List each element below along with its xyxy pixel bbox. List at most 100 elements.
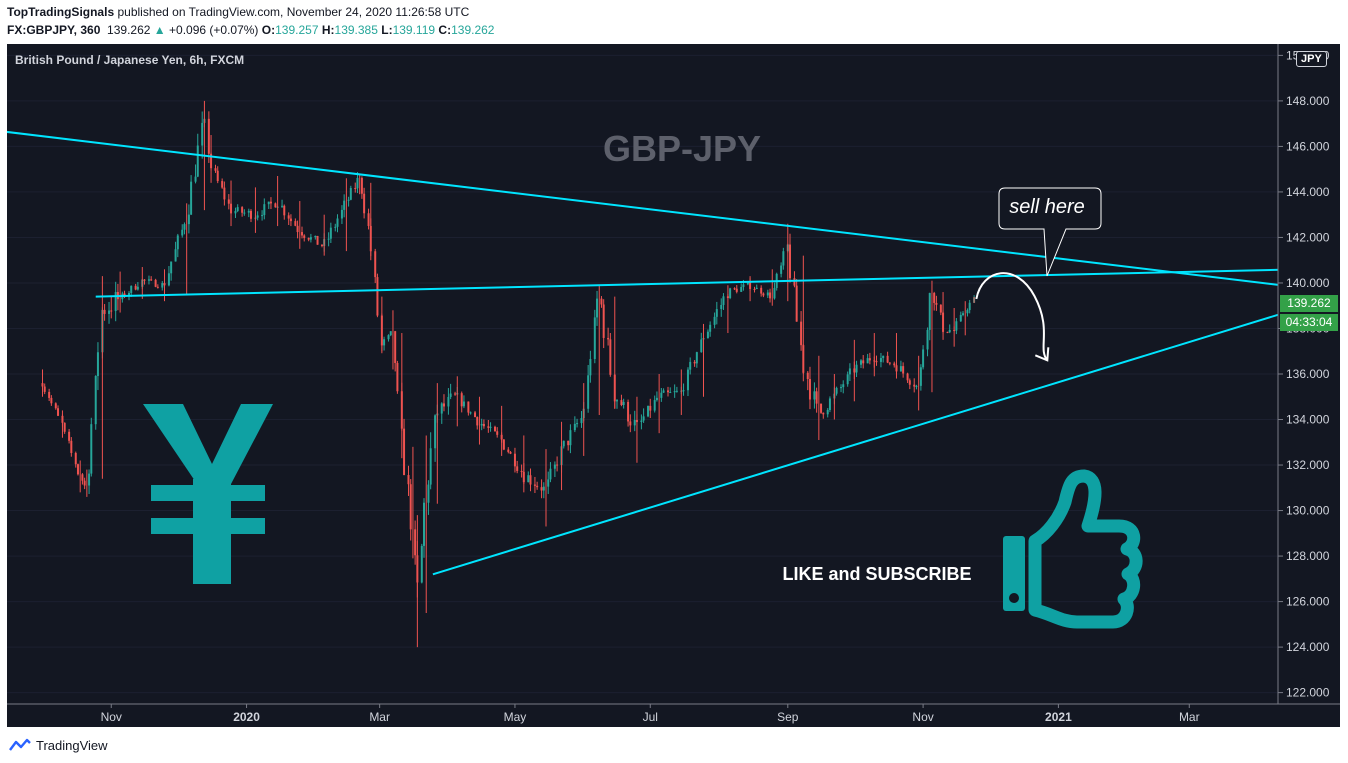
- candle-body: [753, 288, 756, 290]
- candle-body: [409, 484, 412, 530]
- candle-body: [686, 369, 689, 391]
- candle-body: [269, 201, 272, 204]
- like-subscribe-text: LIKE and SUBSCRIBE: [782, 564, 972, 584]
- candle-body: [780, 265, 783, 274]
- currency-badge[interactable]: JPY: [1296, 51, 1327, 67]
- candle-body: [68, 431, 71, 441]
- candle-body: [593, 317, 596, 359]
- publication-line: TopTradingSignals published on TradingVi…: [7, 5, 469, 19]
- x-tick-label: Mar: [369, 710, 390, 724]
- candle-body: [667, 390, 670, 393]
- x-tick-label: May: [504, 710, 527, 724]
- candle-body: [720, 304, 723, 310]
- candle-body: [340, 209, 343, 219]
- candle-body: [487, 426, 490, 428]
- candle-body: [928, 293, 931, 330]
- candle-body: [596, 298, 599, 318]
- candle-body: [966, 310, 969, 314]
- projection-arrow: [975, 272, 1050, 362]
- candle-body: [261, 215, 264, 217]
- candle-body: [154, 279, 157, 287]
- candle-body: [553, 464, 556, 469]
- candle-body: [241, 207, 244, 213]
- candle-body: [176, 235, 179, 250]
- candle-body: [513, 453, 516, 467]
- candle-body: [96, 352, 99, 377]
- candle-body: [746, 282, 749, 285]
- candle-body: [336, 218, 339, 227]
- candle-body: [394, 331, 397, 363]
- candle-body: [580, 418, 583, 424]
- candle-body: [536, 485, 539, 488]
- candle-body: [939, 304, 942, 313]
- candle-body: [480, 423, 483, 426]
- candle-body: [733, 288, 736, 290]
- candle-body: [201, 122, 204, 146]
- candle-body: [347, 199, 350, 201]
- candle-body: [303, 235, 306, 238]
- candle-body: [722, 296, 725, 305]
- candle-body: [267, 201, 270, 205]
- publish-info: published on TradingView.com, November 2…: [117, 5, 470, 19]
- candle-body: [360, 177, 363, 194]
- candle-body: [762, 293, 765, 296]
- candle-body: [207, 118, 210, 154]
- candle-body: [243, 212, 246, 214]
- candle-body: [156, 286, 159, 288]
- candle-body: [806, 372, 809, 380]
- candle-body: [334, 226, 337, 228]
- candle-body: [309, 237, 312, 240]
- price-chart[interactable]: 122.000 124.000 126.000 128.000 130.000 132.0…: [7, 44, 1340, 727]
- candle-body: [216, 170, 219, 182]
- candle-body: [48, 391, 51, 398]
- candle-body: [429, 448, 432, 485]
- candle-body: [735, 288, 738, 292]
- candle-body: [689, 361, 692, 370]
- y-tick-label: 122.000: [1286, 686, 1330, 700]
- tradingview-logo[interactable]: TradingView: [8, 737, 108, 753]
- candle-body: [828, 398, 831, 410]
- candle-body: [562, 440, 565, 447]
- y-tick-label: 132.000: [1286, 458, 1330, 472]
- candle-body: [354, 188, 357, 190]
- last-price: 139.262: [107, 23, 151, 37]
- candle-body: [755, 287, 758, 290]
- y-tick-label: 134.000: [1286, 413, 1330, 427]
- y-tick-label: 130.000: [1286, 504, 1330, 518]
- open-value: 139.257: [275, 23, 319, 37]
- candle-body: [633, 420, 636, 426]
- y-tick-label: 136.000: [1286, 367, 1330, 381]
- publisher-name[interactable]: TopTradingSignals: [7, 5, 115, 19]
- candle-body: [174, 249, 177, 262]
- candlestick-series: [41, 100, 976, 648]
- last-price-tag: 139.262: [1280, 295, 1338, 312]
- candle-body: [840, 387, 843, 389]
- candle-body: [527, 475, 530, 483]
- candle-body: [103, 309, 106, 314]
- candle-body: [427, 484, 430, 503]
- sell-here-label: sell here: [1009, 196, 1085, 218]
- candle-body: [214, 168, 217, 171]
- low-label: L:: [381, 23, 393, 37]
- candle-body: [50, 397, 53, 404]
- candle-body: [54, 403, 57, 409]
- candle-body: [640, 420, 643, 422]
- chart-pane[interactable]: 122.000 124.000 126.000 128.000 130.000 132.0…: [7, 44, 1340, 727]
- candle-body: [789, 244, 792, 279]
- x-tick-label: Nov: [912, 710, 933, 724]
- candle-body: [356, 177, 359, 189]
- x-tick-label: Nov: [101, 710, 122, 724]
- candle-body: [263, 204, 266, 216]
- candle-body: [926, 329, 929, 350]
- candle-body: [822, 412, 825, 415]
- candle-body: [540, 487, 543, 491]
- y-tick-label: 146.000: [1286, 139, 1330, 153]
- candle-body: [547, 479, 550, 487]
- candle-body: [256, 215, 259, 218]
- icon-layer: [143, 404, 1143, 629]
- candle-body: [134, 285, 137, 290]
- x-tick-label: Sep: [777, 710, 799, 724]
- candle-body: [329, 227, 332, 239]
- candle-body: [649, 405, 652, 411]
- candle-body: [556, 464, 559, 466]
